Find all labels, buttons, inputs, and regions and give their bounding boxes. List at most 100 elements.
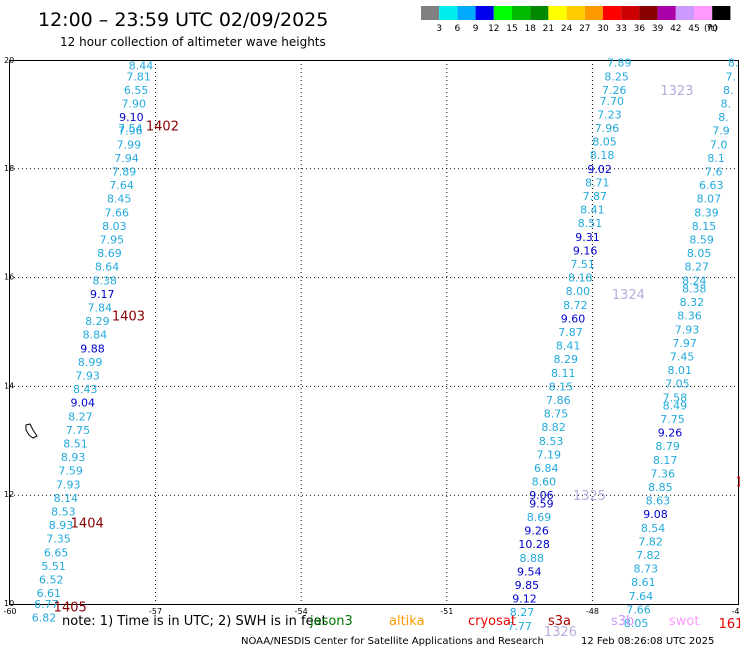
wave-height-value: 9.60	[561, 312, 586, 325]
legend-swatch	[493, 6, 512, 20]
wave-height-value: 7.66	[626, 603, 651, 616]
wave-height-value: 8.	[718, 111, 729, 124]
wave-height-value: 7.84	[88, 302, 113, 315]
wave-height-value: 8.49	[663, 399, 688, 412]
pass-time-label: 1402	[146, 119, 179, 134]
wave-height-value: 7.54	[118, 122, 143, 135]
x-tick-label: -51	[440, 607, 453, 616]
wave-height-value: 8.53	[539, 435, 564, 448]
wave-height-value: 8.45	[107, 193, 132, 206]
wave-height-value: 8.64	[95, 261, 120, 274]
y-tick-label: 20	[4, 56, 14, 65]
wave-height-value: 8.27	[684, 261, 709, 274]
wave-height-value: 8.69	[527, 511, 552, 524]
legend-swatch	[530, 6, 549, 20]
wave-height-value: 8.1	[707, 152, 725, 165]
pass-time-label: 1403	[112, 310, 145, 325]
wave-height-value: 7.90	[122, 98, 147, 111]
wave-height-value: 8.79	[655, 440, 680, 453]
wave-height-value: 6.63	[699, 179, 724, 192]
legend-swatch	[603, 6, 622, 20]
wave-height-value: 8.71	[585, 176, 610, 189]
y-tick-label: 18	[4, 164, 14, 173]
wave-height-value: 8.39	[694, 206, 719, 219]
grid-lines	[10, 60, 738, 604]
wave-height-value: 7.77	[507, 620, 532, 633]
y-tick-label: 10	[4, 599, 14, 608]
wave-height-value: 8.07	[697, 193, 722, 206]
wave-height-value: 8.41	[556, 340, 581, 353]
wave-height-value: 7.19	[536, 448, 561, 461]
wave-height-value: 8.85	[648, 481, 673, 494]
legend-swatch	[584, 6, 603, 20]
wave-height-value: 7.82	[636, 549, 661, 562]
wave-height-value: 7.66	[105, 206, 130, 219]
satellite-legend: jason3 altika cryosat s3a s3b swot	[309, 614, 699, 629]
wave-height-value: 8.18	[590, 149, 615, 162]
wave-height-value: 8.11	[551, 367, 576, 380]
wave-height-value: 7.70	[600, 95, 625, 108]
wave-height-value: 9.12	[512, 593, 537, 606]
wave-height-value: 8.05	[624, 617, 649, 630]
wave-height-value: 7.96	[595, 122, 620, 135]
footer-timestamp: 12 Feb 08:26:08 UTC 2025	[581, 636, 714, 647]
satellite-altika-label: altika	[389, 614, 425, 629]
wave-height-value: 8.	[723, 84, 734, 97]
wave-height-value: 9.88	[80, 342, 105, 355]
wave-height-value: 8.75	[544, 408, 569, 421]
wave-height-value: 9.10	[119, 111, 144, 124]
wave-height-value: 8.54	[641, 522, 666, 535]
axis-tick-labels: 10 12 14 16 18 20 -60 -57 -54 -51 -48 -45	[3, 56, 740, 616]
pass-time-label: 1323	[660, 84, 693, 99]
x-tick-label: -48	[586, 607, 599, 616]
legend-label: 70	[706, 24, 718, 34]
wave-height-value: 7.82	[638, 535, 663, 548]
wave-height-value: 7.05	[665, 378, 690, 391]
wave-height-value: 9.04	[71, 397, 96, 410]
wave-height-value: 9.59	[529, 497, 554, 510]
wave-height-value: 8.84	[83, 329, 108, 342]
wave-height-value: 8.43	[73, 383, 98, 396]
wave-height-value: 7.75	[660, 413, 685, 426]
legend-label: 21	[543, 24, 554, 34]
wave-height-value: 8.63	[646, 495, 671, 508]
x-tick-label: -57	[149, 607, 162, 616]
wave-height-value: 8.32	[680, 296, 705, 309]
pass-time-label: 1405	[54, 601, 87, 616]
pass-time-label: 161	[719, 617, 740, 632]
wave-height-value: 9.26	[524, 525, 549, 538]
legend-label: 12	[488, 24, 499, 34]
y-tick-label: 14	[4, 381, 14, 390]
wave-height-value: 7.97	[672, 337, 697, 350]
wave-height-value: 7.36	[651, 467, 676, 480]
wave-height-value: 8.24	[682, 274, 707, 287]
wave-height-value: 7.35	[46, 533, 71, 546]
wave-height-value: 7.89	[607, 57, 632, 70]
wave-height-value: 7.96	[118, 125, 143, 138]
legend-swatch	[548, 6, 567, 20]
wave-height-value: 5.51	[41, 560, 66, 573]
wave-height-value: 6.84	[534, 462, 559, 475]
island-outline	[25, 423, 38, 439]
legend-label: 36	[634, 24, 646, 34]
satellite-swot-label: swot	[669, 614, 699, 629]
legend-swatch	[457, 6, 476, 20]
legend-swatch	[439, 6, 458, 20]
wave-height-value: 6.52	[39, 574, 64, 587]
wave-height-value: 7.0	[710, 138, 728, 151]
wave-height-value: 7.9	[712, 125, 730, 138]
wave-height-value: 8.61	[631, 576, 656, 589]
wave-height-value: 7.93	[675, 323, 700, 336]
plot-frame	[9, 60, 739, 605]
legend-swatch	[512, 6, 531, 20]
wave-height-value: 9.08	[643, 508, 668, 521]
wave-height-value: 9.26	[658, 427, 683, 440]
y-tick-label: 12	[4, 490, 14, 499]
legend-label: 18	[524, 24, 536, 34]
wave-height-value: 7.99	[117, 138, 142, 151]
x-tick-label: -54	[295, 607, 308, 616]
wave-height-value: 8.44	[129, 59, 154, 72]
wave-height-value: 9.02	[587, 163, 612, 176]
wave-height-value: 7.95	[100, 234, 125, 247]
pass-time-label: 14	[736, 476, 740, 491]
